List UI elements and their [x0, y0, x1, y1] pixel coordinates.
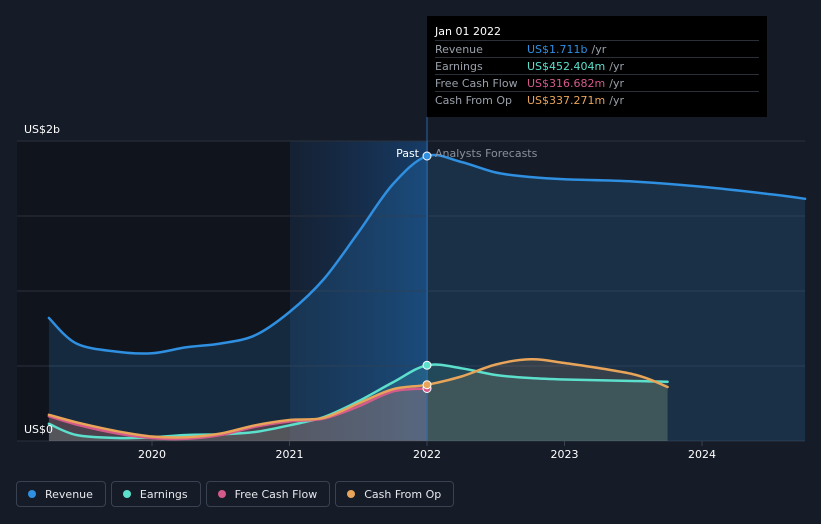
x-tick-label: 2022: [413, 448, 441, 461]
financials-chart: US$2b US$0 Past Analysts Forecasts 2020 2…: [17, 117, 807, 461]
tooltip-unit: /yr: [609, 60, 624, 73]
series-lines: [47, 153, 807, 441]
legend-dot-icon: [28, 490, 36, 498]
y-axis-top-label: US$2b: [24, 123, 60, 136]
free-cash-flow-line: [47, 387, 429, 441]
legend-item-earnings[interactable]: Earnings: [110, 481, 201, 507]
tooltip-row-revenue: Revenue US$1.711b /yr: [435, 40, 759, 57]
legend-label: Earnings: [139, 487, 188, 501]
tooltip-row-cash-from-op: Cash From Op US$337.271m /yr: [435, 91, 759, 108]
tooltip-row-earnings: Earnings US$452.404m /yr: [435, 57, 759, 74]
tooltip-value: US$1.711b: [527, 43, 588, 56]
legend-label: Revenue: [45, 487, 93, 501]
tooltip-value: US$316.682m: [527, 77, 606, 90]
tooltip-label: Earnings: [435, 60, 483, 73]
tooltip-unit: /yr: [591, 43, 607, 56]
legend-dot-icon: [122, 490, 131, 498]
grid-lines: [17, 140, 805, 442]
tooltip-unit: /yr: [609, 77, 624, 90]
legend-label: Cash From Op: [364, 487, 442, 501]
free-cash-flow-area: [48, 388, 428, 441]
tooltip-value: US$337.271m: [527, 94, 606, 107]
tooltip-label: Free Cash Flow: [435, 77, 518, 90]
tooltip-date: Jan 01 2022: [435, 25, 501, 38]
cash-from-op-line: [47, 358, 669, 439]
forecast-label: Analysts Forecasts: [435, 147, 538, 160]
legend-item-revenue[interactable]: Revenue: [16, 481, 106, 507]
cash-from-op-marker: [422, 380, 432, 390]
legend-item-cash-from-op[interactable]: Cash From Op: [335, 481, 455, 507]
x-tick-label: 2023: [551, 448, 579, 461]
x-tick-label: 2021: [276, 448, 304, 461]
x-axis-ticks: 2020 2021 2022 2023 2024: [138, 441, 716, 461]
tooltip: Jan 01 2022 Revenue US$1.711b /yr Earnin…: [427, 16, 767, 117]
legend-label: Free Cash Flow: [234, 487, 318, 501]
past-label: Past: [396, 147, 420, 160]
legend-item-free-cash-flow[interactable]: Free Cash Flow: [205, 481, 331, 507]
series-markers: [422, 151, 432, 393]
revenue-marker: [422, 151, 432, 161]
tooltip-unit: /yr: [609, 94, 624, 107]
legend: Revenue Earnings Free Cash Flow Cash Fro…: [16, 481, 455, 507]
tooltip-label: Revenue: [435, 43, 483, 56]
legend-dot-icon: [347, 490, 356, 498]
x-tick-label: 2020: [138, 448, 166, 461]
tooltip-label: Cash From Op: [435, 94, 513, 107]
tooltip-value: US$452.404m: [527, 60, 606, 73]
cash-from-op-area: [48, 359, 668, 441]
legend-dot-icon: [217, 490, 226, 498]
tooltip-row-free-cash-flow: Free Cash Flow US$316.682m /yr: [435, 74, 759, 91]
x-tick-label: 2024: [688, 448, 716, 461]
earnings-marker: [422, 360, 432, 370]
y-axis-bottom-label: US$0: [24, 423, 53, 436]
revenue-line: [47, 153, 807, 355]
